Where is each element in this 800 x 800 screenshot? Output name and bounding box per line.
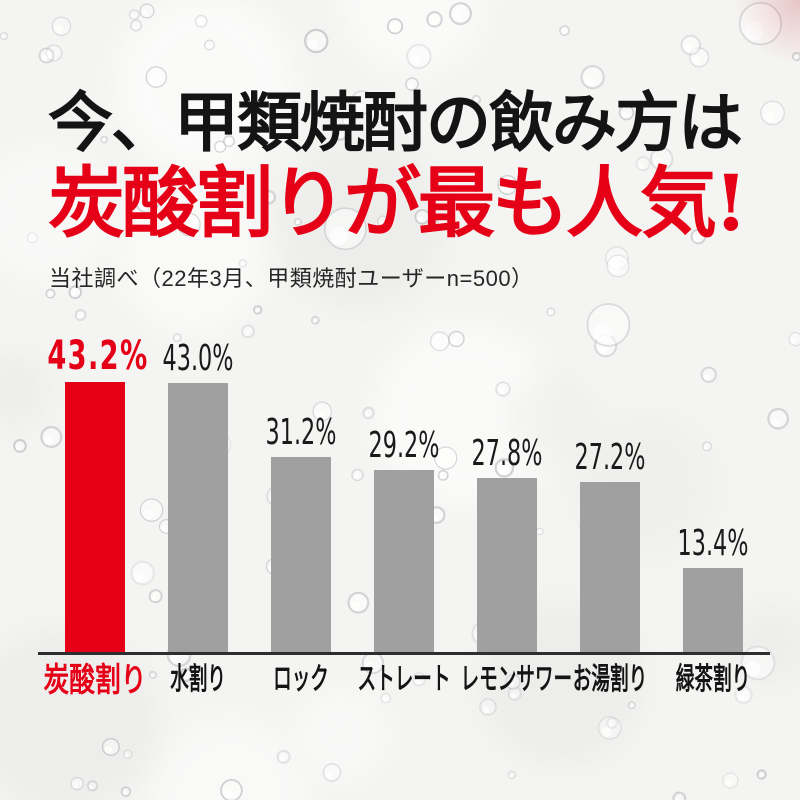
value-label-6: 13.4%: [677, 523, 749, 565]
bar-1: [168, 383, 228, 652]
x-axis-line: [38, 652, 770, 655]
value-label-2: 31.2%: [265, 412, 337, 453]
bar-3: [374, 469, 434, 652]
bar-0: [65, 382, 125, 652]
headline-line-2: 炭酸割りが最も人気!: [48, 159, 748, 249]
category-label-2: ロック: [273, 663, 329, 696]
bar-chart: 43.2% 炭酸割り 43.0% 水割り 31.2% ロック 29.2% ストレート 27.8%…: [38, 336, 770, 720]
value-label-1: 43.0%: [162, 338, 234, 380]
bar-2: [271, 457, 331, 652]
survey-source-note: 当社調べ（22年3月、甲類焼酎ユーザーn=500）: [49, 266, 534, 291]
headline-line-1: 今、甲類焼酎の飲み方は: [48, 85, 743, 161]
category-label-5: お湯割り: [572, 663, 648, 696]
bar-4: [477, 478, 537, 652]
value-label-4: 27.8%: [471, 433, 543, 475]
headline: 今、甲類焼酎の飲み方は 炭酸割りが最も人気!: [48, 85, 748, 249]
category-label-4: レモンサワー: [460, 663, 573, 696]
category-label-1: 水割り: [170, 663, 226, 696]
category-label-6: 緑茶割り: [675, 663, 751, 696]
value-label-5: 27.2%: [574, 437, 646, 478]
category-label-3: ストレート: [357, 663, 451, 696]
value-label-0: 43.2%: [47, 333, 149, 379]
bar-5: [580, 482, 640, 652]
category-label-0: 炭酸割り: [43, 661, 147, 698]
bar-6: [683, 568, 743, 652]
value-label-3: 29.2%: [368, 424, 440, 466]
